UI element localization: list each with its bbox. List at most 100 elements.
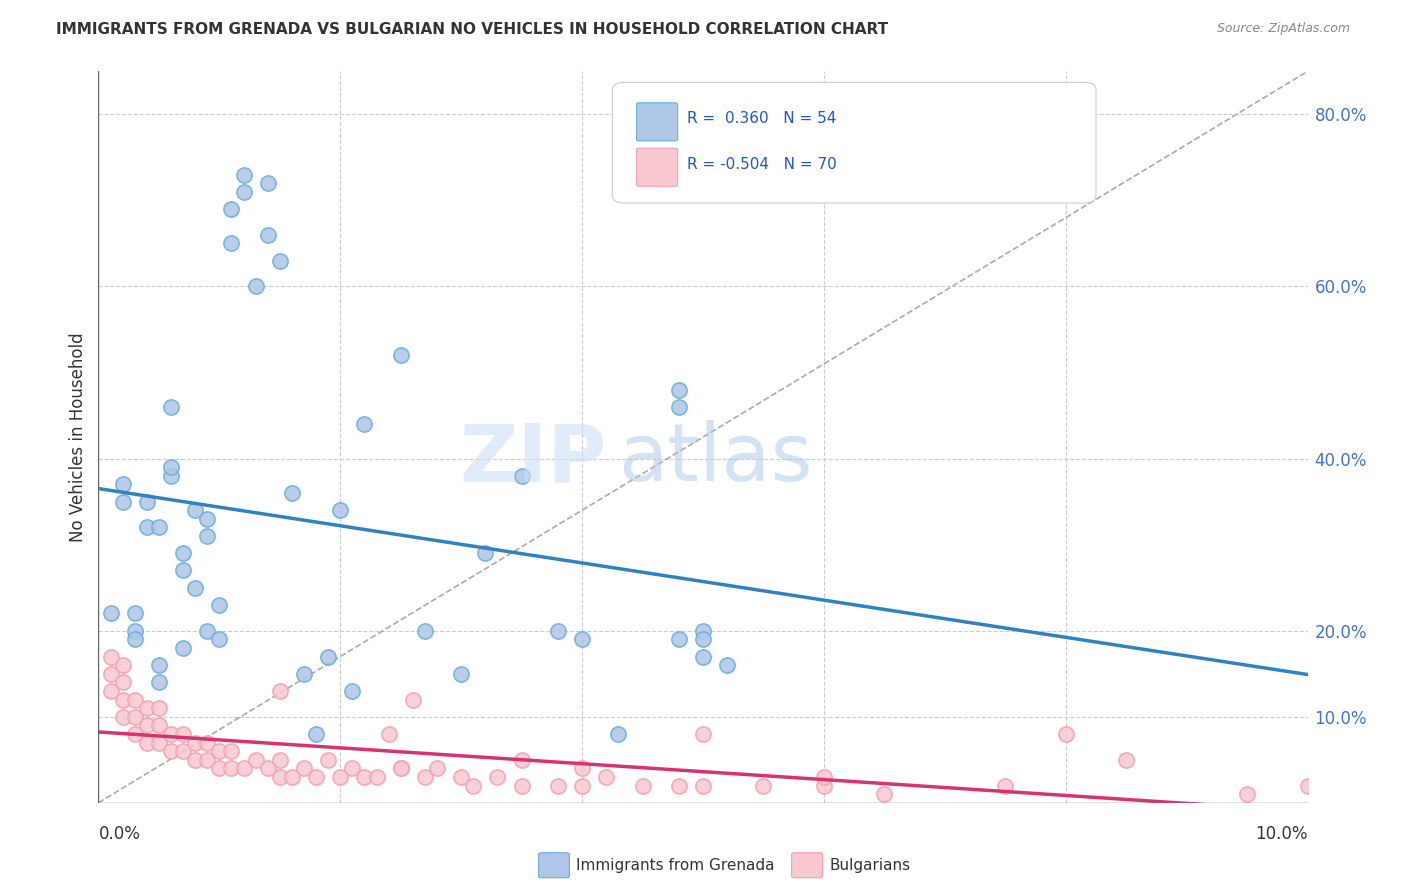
Point [510,779,533,793]
Point [342,684,364,698]
Y-axis label: No Vehicles in Household: No Vehicles in Household [69,332,87,542]
Point [184,735,207,749]
Point [135,494,157,508]
Point [353,417,375,432]
Point [813,770,835,784]
Point [510,468,533,483]
Point [111,710,134,724]
FancyBboxPatch shape [637,103,678,141]
Text: ZIP: ZIP [458,420,606,498]
Point [160,744,183,758]
Point [316,753,339,767]
Point [184,581,207,595]
Point [813,779,835,793]
Point [316,649,339,664]
Point [389,761,412,775]
Point [208,761,231,775]
Point [692,649,714,664]
Point [148,701,170,715]
Point [342,761,364,775]
Point [450,770,472,784]
Point [668,383,690,397]
Point [1296,779,1319,793]
Point [195,624,218,638]
Point [124,692,146,706]
Point [413,770,436,784]
Point [281,770,304,784]
Point [329,503,352,517]
Point [329,770,352,784]
Point [148,718,170,732]
Point [184,753,207,767]
Point [873,787,896,801]
Point [292,761,315,775]
Point [389,348,412,362]
Point [426,761,449,775]
Point [692,632,714,647]
Point [111,658,134,673]
Point [135,520,157,534]
Point [111,692,134,706]
Point [269,253,291,268]
Point [256,761,278,775]
Point [305,770,328,784]
Point [232,185,254,199]
Point [245,279,267,293]
Text: R = -0.504   N = 70: R = -0.504 N = 70 [688,158,837,172]
Point [148,735,170,749]
Point [389,761,412,775]
Point [100,649,122,664]
Text: R =  0.360   N = 54: R = 0.360 N = 54 [688,112,837,127]
Text: Immigrants from Grenada: Immigrants from Grenada [576,858,775,872]
FancyBboxPatch shape [637,148,678,186]
Point [148,675,170,690]
Text: Source: ZipAtlas.com: Source: ZipAtlas.com [1216,22,1350,36]
Point [269,684,291,698]
Point [692,727,714,741]
Point [571,632,593,647]
Point [124,632,146,647]
Point [232,168,254,182]
Point [160,727,183,741]
Point [631,779,654,793]
Point [172,744,194,758]
Point [752,779,775,793]
Text: Bulgarians: Bulgarians [830,858,911,872]
Point [510,753,533,767]
Point [148,658,170,673]
Point [135,718,157,732]
Point [402,692,425,706]
Point [135,701,157,715]
Point [148,520,170,534]
Point [195,512,218,526]
Point [474,546,496,560]
Point [124,624,146,638]
Point [450,666,472,681]
Point [111,494,134,508]
Text: atlas: atlas [619,420,813,498]
Point [1115,753,1137,767]
Point [124,607,146,621]
Point [269,770,291,784]
Point [463,779,485,793]
Point [281,486,304,500]
Point [292,666,315,681]
Point [111,675,134,690]
Point [160,400,183,414]
Point [160,460,183,475]
Point [692,779,714,793]
Point [353,770,375,784]
Text: 10.0%: 10.0% [1256,825,1308,843]
Point [221,761,243,775]
Point [208,744,231,758]
Point [1236,787,1258,801]
Point [172,546,194,560]
Point [256,227,278,242]
Point [232,761,254,775]
Point [668,400,690,414]
Point [221,202,243,216]
Point [172,564,194,578]
Point [547,624,569,638]
Point [160,468,183,483]
Point [571,761,593,775]
